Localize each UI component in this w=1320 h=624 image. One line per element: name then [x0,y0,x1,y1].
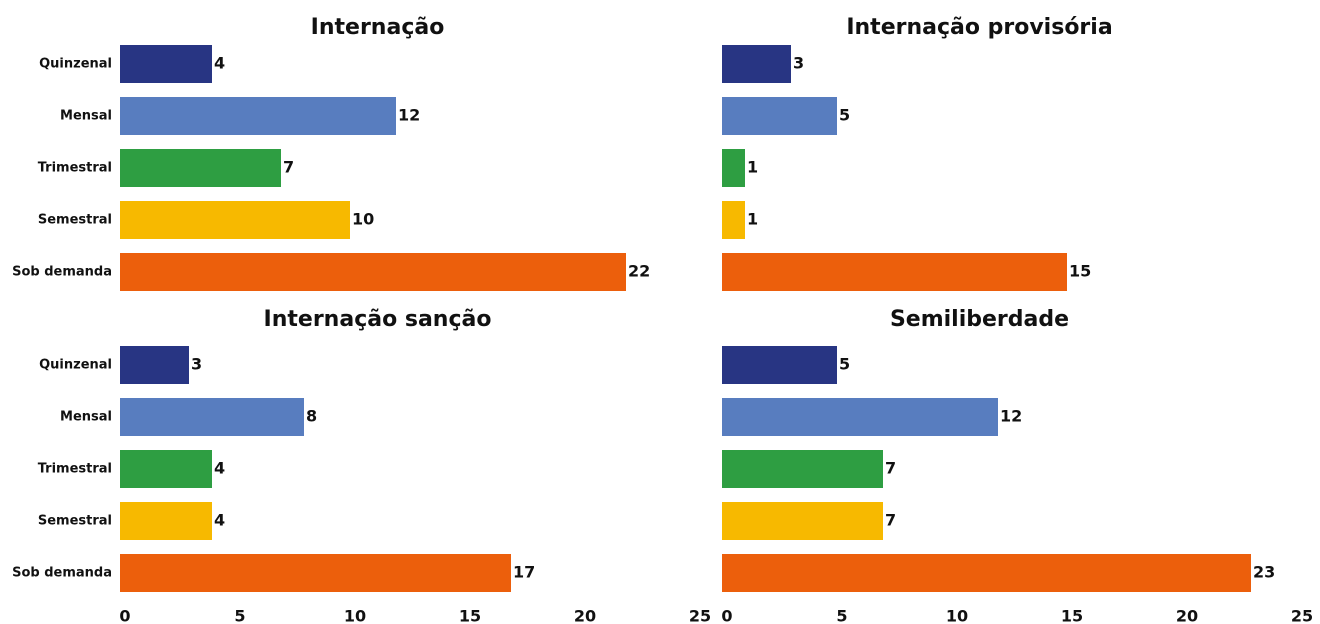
x-tick-label: 25 [1291,607,1313,624]
value-label: 4 [214,54,225,73]
bar [120,45,212,83]
chart-title: Internação sanção [264,307,492,332]
chart-title: Internação provisória [846,15,1112,40]
bar [120,502,212,540]
x-tick-label: 15 [1061,607,1083,624]
category-label: Sob demanda [12,566,112,581]
x-tick-label: 0 [721,607,732,624]
x-tick-label: 25 [689,607,711,624]
category-label: Quinzenal [39,358,112,373]
bar [722,149,745,187]
category-label: Semestral [38,514,112,529]
value-label: 10 [352,210,374,229]
bar [722,398,998,436]
bar [722,346,837,384]
value-label: 3 [191,355,202,374]
value-label: 12 [1000,407,1022,426]
x-tick-label: 20 [574,607,596,624]
value-label: 15 [1069,262,1091,281]
category-label: Semestral [38,213,112,228]
value-label: 7 [283,158,294,177]
value-label: 7 [885,511,896,530]
value-label: 1 [747,158,758,177]
bar [722,450,883,488]
bar [722,45,791,83]
bar [722,253,1067,291]
x-tick-label: 10 [344,607,366,624]
x-tick-label: 10 [946,607,968,624]
category-label: Trimestral [38,161,112,176]
bar [722,201,745,239]
bar [120,97,396,135]
category-label: Mensal [60,109,112,124]
value-label: 1 [747,210,758,229]
x-tick-label: 5 [234,607,245,624]
bar [722,97,837,135]
bar [120,346,189,384]
bar [120,253,626,291]
value-label: 12 [398,106,420,125]
value-label: 3 [793,54,804,73]
category-label: Mensal [60,410,112,425]
x-tick-label: 20 [1176,607,1198,624]
value-label: 23 [1253,563,1275,582]
bar [120,149,281,187]
x-tick-label: 5 [836,607,847,624]
value-label: 17 [513,563,535,582]
bar [120,398,304,436]
bar [120,554,511,592]
value-label: 5 [839,106,850,125]
x-tick-label: 15 [459,607,481,624]
category-label: Sob demanda [12,265,112,280]
value-label: 5 [839,355,850,374]
bar [120,201,350,239]
value-label: 22 [628,262,650,281]
value-label: 7 [885,459,896,478]
bar [120,450,212,488]
category-label: Trimestral [38,462,112,477]
category-label: Quinzenal [39,57,112,72]
value-label: 4 [214,459,225,478]
bar [722,502,883,540]
chart-title: Semiliberdade [890,307,1069,332]
value-label: 4 [214,511,225,530]
x-tick-label: 0 [119,607,130,624]
value-label: 8 [306,407,317,426]
bar [722,554,1251,592]
chart-title: Internação [311,15,445,40]
